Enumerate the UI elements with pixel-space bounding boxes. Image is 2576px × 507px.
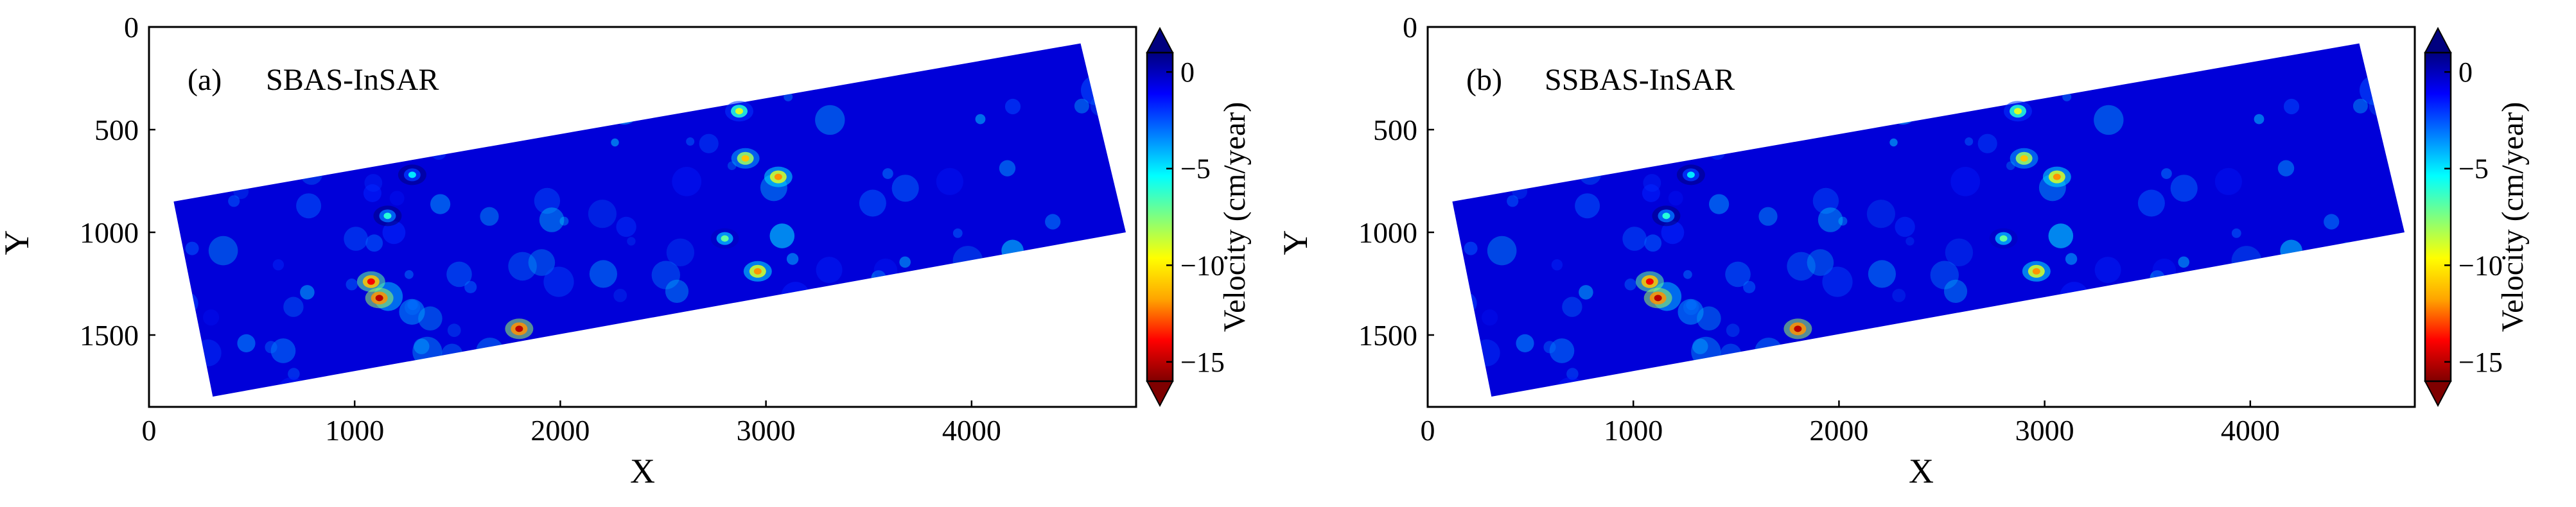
hotspot: [724, 101, 753, 122]
colorbar-label: Velocity (cm/year): [2496, 102, 2530, 332]
plot-frame: [1426, 26, 2416, 408]
y-ticks: 0 500 1000 1500: [80, 11, 155, 352]
x-tick-label: 4000: [2221, 414, 2280, 447]
y-tick-label: 1500: [80, 319, 139, 352]
x-tick-label: 1000: [1604, 414, 1663, 447]
colorbar-extend-max: [1146, 26, 1174, 53]
hotspot: [1989, 228, 2018, 249]
colorbar-extend-max: [2424, 26, 2452, 53]
hotspot: [743, 261, 772, 282]
panel-title: SBAS-InSAR: [266, 63, 439, 97]
hotspot: [356, 271, 385, 292]
colorbar-gradient: [2425, 53, 2451, 381]
x-tick-label: 0: [1421, 414, 1435, 447]
hotspots: [356, 101, 793, 339]
y-tick-label: 0: [124, 11, 139, 44]
hotspot: [1635, 271, 1664, 292]
colorbar-tick-label: −10: [1180, 250, 1225, 281]
colorbar: 0 −5 −10 −15: [2424, 26, 2503, 408]
x-tick-label: 1000: [325, 414, 384, 447]
panel-a: 0 1000 2000 3000 4000 0 500 1000 1500 X Y (a) S…: [0, 11, 1252, 490]
x-tick-label: 3000: [737, 414, 796, 447]
y-axis-label: Y: [1276, 230, 1315, 255]
hotspot: [2010, 148, 2038, 169]
colorbar-label: Velocity (cm/year): [1218, 102, 1252, 332]
hotspot: [1652, 205, 1681, 227]
hotspot: [710, 228, 739, 249]
velocity-coverage: [1452, 43, 2405, 397]
y-tick-label: 0: [1403, 11, 1417, 44]
hotspot: [1676, 164, 1705, 185]
hotspot: [1643, 288, 1672, 309]
hotspot: [2022, 261, 2051, 282]
colorbar-tick-label: −5: [1180, 153, 1211, 185]
hotspot: [2003, 101, 2032, 122]
x-tick-label: 2000: [530, 414, 590, 447]
hotspot: [764, 166, 793, 187]
panel-title: SSBAS-InSAR: [1545, 63, 1735, 97]
x-axis-label: X: [630, 452, 655, 490]
x-axis-label: X: [1909, 452, 1934, 490]
hotspot: [1783, 318, 1812, 339]
y-tick-label: 1000: [1358, 216, 1417, 249]
hotspot: [2042, 166, 2071, 187]
panel-label: (a): [188, 63, 222, 97]
colorbar-extend-min: [2424, 381, 2452, 408]
x-ticks: 0 1000 2000 3000 4000: [142, 400, 1001, 447]
hotspot: [365, 288, 394, 309]
colorbar-tick-label: 0: [1180, 56, 1195, 88]
panel-label: (b): [1466, 63, 1502, 97]
hotspot: [373, 205, 402, 227]
colorbar-extend-min: [1146, 381, 1174, 408]
colorbar-tick-label: −5: [2458, 153, 2489, 185]
colorbar-tick-label: −15: [1180, 347, 1225, 378]
y-tick-label: 500: [1373, 114, 1417, 146]
x-tick-label: 3000: [2015, 414, 2074, 447]
x-tick-label: 0: [142, 414, 157, 447]
hotspot: [398, 164, 426, 185]
x-tick-label: 4000: [942, 414, 1001, 447]
velocity-coverage: [173, 43, 1126, 397]
colorbar-tick-label: 0: [2458, 56, 2473, 88]
hotspots: [1635, 101, 2071, 339]
y-ticks: 0 500 1000 1500: [1358, 11, 1434, 352]
y-tick-label: 500: [94, 114, 139, 146]
y-tick-label: 1500: [1358, 319, 1417, 352]
colorbar-tick-label: −15: [2458, 347, 2503, 378]
hotspot: [505, 318, 534, 339]
colorbar-tick-label: −10: [2458, 250, 2503, 281]
plot-frame: [148, 26, 1137, 408]
y-axis-label: Y: [0, 230, 36, 255]
hotspot: [731, 148, 760, 169]
x-tick-label: 2000: [1809, 414, 1868, 447]
panel-b: 0 1000 2000 3000 4000 0 500 1000 1500 X Y (b) S…: [1276, 11, 2530, 490]
y-tick-label: 1000: [80, 216, 139, 249]
colorbar-gradient: [1147, 53, 1173, 381]
x-ticks: 0 1000 2000 3000 4000: [1421, 400, 2280, 447]
colorbar: 0 −5 −10 −15: [1146, 26, 1225, 408]
